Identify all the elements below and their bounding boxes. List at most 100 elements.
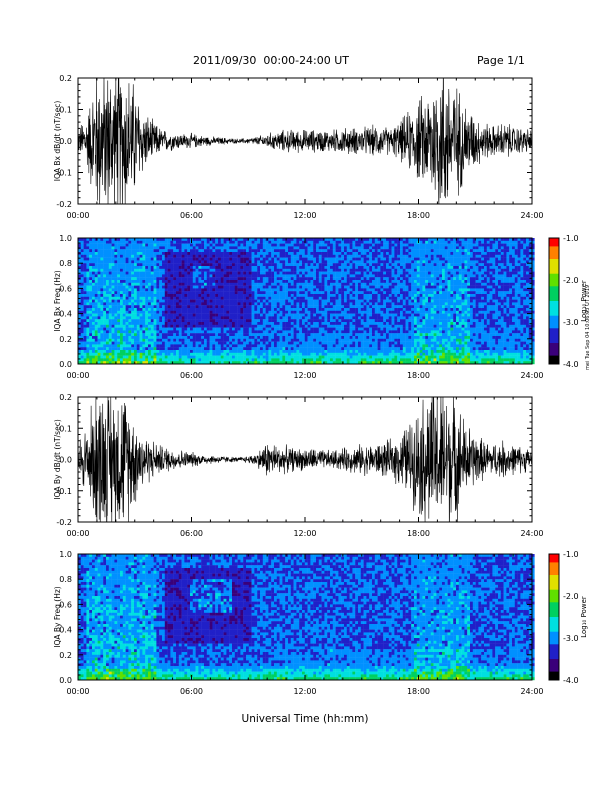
heatmap-cell bbox=[279, 347, 283, 351]
heatmap-cell bbox=[271, 341, 275, 345]
heatmap-cell bbox=[349, 333, 353, 337]
heatmap-cell bbox=[120, 288, 123, 292]
heatmap-cell bbox=[254, 316, 258, 320]
heatmap-cell bbox=[285, 263, 289, 267]
page-indicator: Page 1/1 bbox=[477, 54, 525, 67]
heatmap-cell bbox=[206, 271, 210, 275]
heatmap-cell bbox=[80, 305, 84, 309]
heatmap-cell bbox=[204, 358, 207, 362]
heatmap-cell bbox=[190, 254, 193, 258]
heatmap-cell bbox=[153, 310, 157, 314]
heatmap-cell bbox=[260, 308, 263, 311]
heatmap-cell bbox=[372, 252, 375, 255]
heatmap-cell bbox=[335, 336, 339, 339]
heatmap-cell bbox=[176, 361, 179, 365]
heatmap-cell bbox=[198, 266, 202, 269]
heatmap-cell bbox=[268, 344, 272, 348]
heatmap-cell bbox=[274, 358, 277, 362]
heatmap-cell bbox=[117, 319, 121, 323]
heatmap-cell bbox=[313, 305, 317, 309]
heatmap-cell bbox=[358, 243, 361, 247]
heatmap-cell bbox=[358, 352, 361, 356]
heatmap-cell bbox=[338, 338, 342, 342]
heatmap-cell bbox=[254, 327, 258, 331]
heatmap-cell bbox=[148, 313, 151, 317]
heatmap-cell bbox=[274, 355, 277, 359]
heatmap-cell bbox=[234, 288, 238, 292]
heatmap-cell bbox=[94, 291, 98, 295]
heatmap-cell bbox=[114, 291, 118, 295]
heatmap-cell bbox=[279, 338, 283, 342]
heatmap-cell bbox=[293, 313, 297, 317]
heatmap-cell bbox=[184, 322, 188, 325]
heatmap-cell bbox=[184, 294, 188, 297]
heatmap-cell bbox=[206, 358, 210, 362]
heatmap-cell bbox=[108, 280, 112, 283]
heatmap-cell bbox=[293, 338, 297, 342]
heatmap-cell bbox=[131, 299, 135, 303]
heatmap-cell bbox=[248, 333, 252, 337]
heatmap-cell bbox=[282, 338, 286, 342]
heatmap-cell bbox=[78, 254, 81, 258]
heatmap-cell bbox=[302, 361, 305, 365]
heatmap-cell bbox=[89, 243, 93, 247]
heatmap-cell bbox=[327, 310, 331, 314]
heatmap-cell bbox=[212, 271, 216, 275]
heatmap-cell bbox=[265, 350, 269, 353]
heatmap-cell bbox=[204, 249, 207, 253]
heatmap-cell bbox=[187, 282, 191, 286]
heatmap-cell bbox=[232, 280, 235, 283]
heatmap-cell bbox=[299, 347, 303, 351]
heatmap-cell bbox=[257, 243, 261, 247]
heatmap-cell bbox=[106, 333, 109, 337]
heatmap-cell bbox=[117, 338, 121, 342]
heatmap-cell bbox=[246, 327, 249, 331]
heatmap-cell bbox=[195, 257, 199, 261]
heatmap-cell bbox=[212, 246, 216, 250]
heatmap-cell bbox=[355, 355, 359, 359]
heatmap-cell bbox=[240, 282, 244, 286]
heatmap-cell bbox=[290, 246, 294, 250]
heatmap-cell bbox=[164, 252, 168, 255]
heatmap-cell bbox=[234, 330, 238, 334]
heatmap-cell bbox=[215, 249, 219, 253]
heatmap-cell bbox=[201, 285, 205, 289]
heatmap-cell bbox=[153, 319, 157, 323]
heatmap-cell bbox=[243, 330, 247, 334]
heatmap-cell bbox=[366, 249, 370, 253]
heatmap-cell bbox=[206, 246, 210, 250]
heatmap-cell bbox=[260, 282, 263, 286]
heatmap-cell bbox=[346, 252, 350, 255]
heatmap-cell bbox=[268, 257, 272, 261]
heatmap-cell bbox=[327, 294, 331, 297]
heatmap-cell bbox=[338, 336, 342, 339]
heatmap-cell bbox=[136, 291, 140, 295]
heatmap-cell bbox=[346, 277, 350, 281]
heatmap-cell bbox=[344, 333, 347, 337]
heatmap-cell bbox=[164, 341, 168, 345]
heatmap-cell bbox=[139, 308, 143, 311]
heatmap-cell bbox=[237, 299, 241, 303]
heatmap-cell bbox=[223, 313, 227, 317]
heatmap-cell bbox=[316, 341, 319, 345]
heatmap-cell bbox=[310, 294, 314, 297]
heatmap-cell bbox=[338, 282, 342, 286]
heatmap-cell bbox=[125, 322, 129, 325]
heatmap-cell bbox=[304, 240, 308, 244]
heatmap-cell bbox=[234, 313, 238, 317]
heatmap-cell bbox=[187, 333, 191, 337]
heatmap-cell bbox=[148, 288, 151, 292]
heatmap-cell bbox=[167, 285, 171, 289]
heatmap-cell bbox=[243, 336, 247, 339]
heatmap-cell bbox=[321, 319, 325, 323]
heatmap-cell bbox=[150, 268, 154, 272]
heatmap-cell bbox=[299, 322, 303, 325]
heatmap-cell bbox=[201, 254, 205, 258]
heatmap-cell bbox=[153, 271, 157, 275]
heatmap-cell bbox=[218, 291, 221, 295]
heatmap-cell bbox=[94, 274, 98, 278]
heatmap-cell bbox=[86, 305, 90, 309]
heatmap-cell bbox=[128, 350, 132, 353]
heatmap-cell bbox=[243, 268, 247, 272]
heatmap-cell bbox=[288, 310, 291, 314]
